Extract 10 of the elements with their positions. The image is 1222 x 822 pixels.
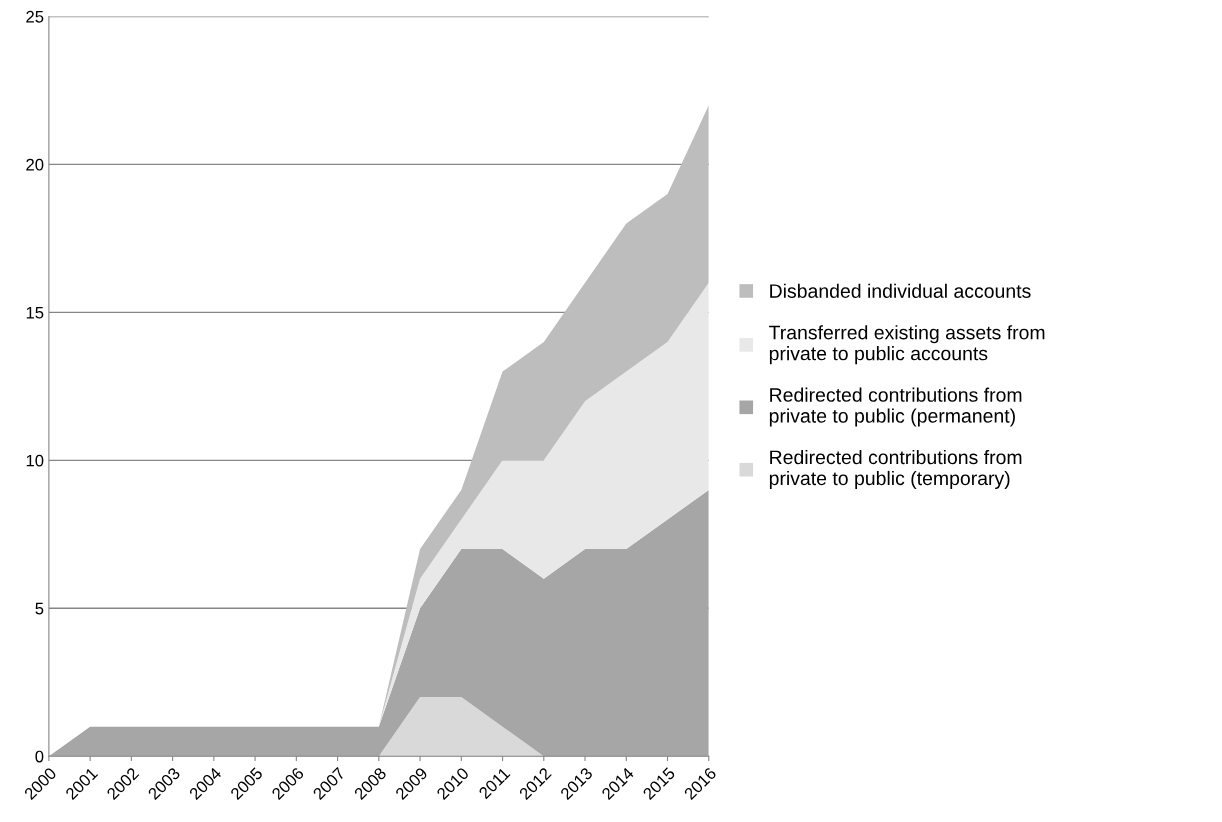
y-tick-label: 25 [26, 10, 44, 23]
legend-label: Redirected contributions from private to public (permanent) [769, 387, 1022, 427]
legend-label: Redirected contributions from private to public (temporary) [769, 449, 1022, 490]
y-tick-label: 0 [35, 750, 44, 763]
legend-label: Transferred existing assets from private to public accounts [769, 325, 1045, 365]
y-tick-label: 20 [26, 158, 44, 171]
y-tick-label: 15 [26, 306, 44, 319]
legend-label: Disbanded individual accounts [770, 283, 1031, 298]
y-tick-label: 5 [35, 602, 44, 615]
y-tick-label: 10 [26, 454, 44, 467]
